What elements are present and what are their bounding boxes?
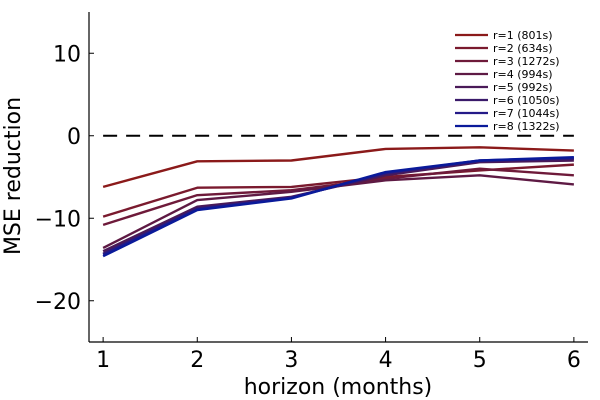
x-tick-label: 1 (96, 348, 110, 373)
series-line-r8 (102, 156, 574, 258)
x-tick-label: 4 (379, 348, 393, 373)
axes-layer (88, 12, 588, 343)
series-line-r2 (102, 163, 574, 218)
legend: r=1 (801s)r=2 (634s)r=3 (1272s)r=4 (994s… (455, 29, 560, 133)
legend-label: r=7 (1044s) (493, 107, 560, 120)
series-line-r1 (102, 146, 574, 189)
x-tick-label: 6 (567, 348, 581, 373)
x-tick-label: 5 (473, 348, 487, 373)
x-tick-layer: 1 2 3 4 5 6 (96, 337, 581, 373)
legend-label: r=1 (801s) (493, 29, 553, 42)
y-tick-layer: 10 0 −10 −20 (35, 42, 94, 315)
y-tick-label: 10 (53, 42, 81, 67)
legend-label: r=8 (1322s) (493, 120, 560, 133)
x-axis-title: horizon (months) (244, 375, 433, 400)
legend-label: r=2 (634s) (493, 42, 553, 55)
y-axis-title: MSE reduction (1, 97, 26, 255)
y-tick-label: −10 (35, 207, 81, 232)
series-line-r7 (102, 156, 574, 256)
x-tick-label: 3 (284, 348, 298, 373)
legend-label: r=6 (1050s) (493, 94, 560, 107)
y-tick-label: −20 (35, 290, 81, 315)
x-tick-label: 2 (190, 348, 204, 373)
series-line-r6 (102, 157, 574, 255)
legend-label: r=3 (1272s) (493, 55, 560, 68)
series-line-r5 (102, 159, 574, 253)
legend-label: r=4 (994s) (493, 68, 553, 81)
series-layer (102, 146, 574, 258)
y-tick-label: 0 (67, 125, 81, 150)
legend-label: r=5 (992s) (493, 81, 553, 94)
